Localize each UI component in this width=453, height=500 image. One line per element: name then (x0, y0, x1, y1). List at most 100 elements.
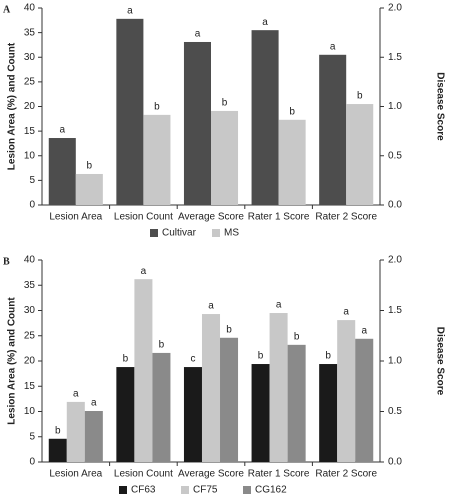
bar-letter: a (73, 389, 79, 400)
y-tick-label: 20 (24, 356, 36, 367)
bar-letter: a (91, 398, 97, 409)
bar-letter: b (258, 351, 264, 362)
x-tick-label: Lesion Count (114, 469, 173, 480)
bar (337, 320, 356, 462)
x-tick-label: Average Score (178, 469, 244, 480)
bar-letter: a (195, 29, 201, 40)
y2-tick-label: 0.5 (388, 406, 402, 417)
y-tick-label: 0 (29, 457, 35, 468)
bar-letter: b (357, 91, 363, 102)
y-tick-label: 20 (24, 101, 36, 112)
bar-letter: b (55, 425, 61, 436)
bar-letter: b (226, 324, 232, 335)
legend-swatch (181, 486, 189, 494)
bar (152, 352, 171, 462)
legend-label: CG162 (255, 485, 287, 496)
y-tick-label: 40 (24, 3, 36, 14)
bar-letter: a (59, 125, 65, 136)
bar-letter: a (208, 301, 214, 312)
y2-axis-title: Disease Score (434, 327, 445, 396)
y-tick-label: 30 (24, 305, 36, 316)
bar (48, 138, 76, 205)
y2-tick-label: 0.5 (388, 150, 402, 161)
y-tick-label: 5 (29, 175, 35, 186)
bar-letter: a (343, 307, 349, 318)
bar (143, 114, 171, 205)
bar (48, 438, 67, 462)
y-tick-label: 25 (24, 330, 36, 341)
y-tick-label: 15 (24, 126, 36, 137)
y-tick-label: 35 (24, 280, 36, 291)
y2-tick-label: 2.0 (388, 255, 402, 266)
legend-label: MS (224, 228, 239, 239)
x-tick-label: Rater 1 Score (248, 469, 310, 480)
bar (66, 401, 85, 462)
bar-letter: b (289, 106, 295, 117)
x-tick-label: Rater 1 Score (248, 212, 310, 223)
y-tick-label: 25 (24, 77, 36, 88)
y2-axis-title: Disease Score (434, 72, 445, 141)
y2-tick-label: 1.5 (388, 52, 402, 63)
bar-letter: b (222, 98, 228, 109)
bar (251, 364, 270, 462)
x-tick-label: Lesion Area (49, 212, 102, 223)
y-tick-label: 0 (29, 200, 35, 211)
bar (355, 338, 374, 462)
bar (116, 18, 144, 206)
legend-label: Cultivar (162, 228, 197, 239)
y-axis-title: Lesion Area (%) and Count (7, 42, 18, 170)
x-tick-label: Rater 2 Score (315, 469, 377, 480)
y2-tick-label: 2.0 (388, 3, 402, 14)
x-tick-label: Lesion Area (49, 469, 102, 480)
legend-swatch (212, 229, 220, 237)
bar-letter: b (87, 161, 93, 172)
bar (220, 337, 239, 462)
bar (269, 313, 288, 462)
y-tick-label: 10 (24, 150, 36, 161)
bar (75, 173, 103, 205)
bar (278, 119, 306, 205)
y-axis-title: Lesion Area (%) and Count (7, 297, 18, 425)
y2-tick-label: 1.5 (388, 305, 402, 316)
y2-tick-label: 1.0 (388, 356, 402, 367)
bar-letter: a (262, 17, 268, 28)
y2-tick-label: 1.0 (388, 101, 402, 112)
bar-letter: b (123, 354, 129, 365)
x-tick-label: Rater 2 Score (315, 212, 377, 223)
legend-label: CF63 (131, 485, 156, 496)
bar-letter: b (325, 351, 331, 362)
bar-letter: c (190, 354, 195, 365)
y2-tick-label: 0.0 (388, 200, 402, 211)
bar (116, 367, 135, 462)
legend-swatch (119, 486, 127, 494)
legend-swatch (243, 486, 251, 494)
y-tick-label: 30 (24, 52, 36, 63)
bar (319, 54, 347, 205)
legend-label: CF75 (193, 485, 218, 496)
bar (346, 104, 374, 205)
bar-letter: a (141, 266, 147, 277)
bar-letter: b (159, 340, 165, 351)
y2-tick-label: 0.0 (388, 457, 402, 468)
legend-swatch (150, 229, 158, 237)
bar (251, 30, 279, 205)
bar (183, 41, 211, 205)
bar-letter: b (294, 331, 300, 342)
x-tick-label: Lesion Count (114, 212, 173, 223)
x-tick-label: Average Score (178, 212, 244, 223)
bar (201, 314, 221, 462)
panel-label: B (3, 256, 10, 267)
bar (84, 410, 103, 462)
y-tick-label: 40 (24, 255, 36, 266)
bar (183, 367, 202, 462)
bar (211, 110, 239, 205)
y-tick-label: 10 (24, 406, 36, 417)
bar-letter: a (361, 325, 367, 336)
bar-letter: a (127, 5, 133, 16)
bar (319, 364, 338, 462)
y-tick-label: 5 (29, 431, 35, 442)
bar-letter: a (276, 300, 282, 311)
y-tick-label: 35 (24, 27, 36, 38)
bar-letter: b (154, 102, 160, 113)
